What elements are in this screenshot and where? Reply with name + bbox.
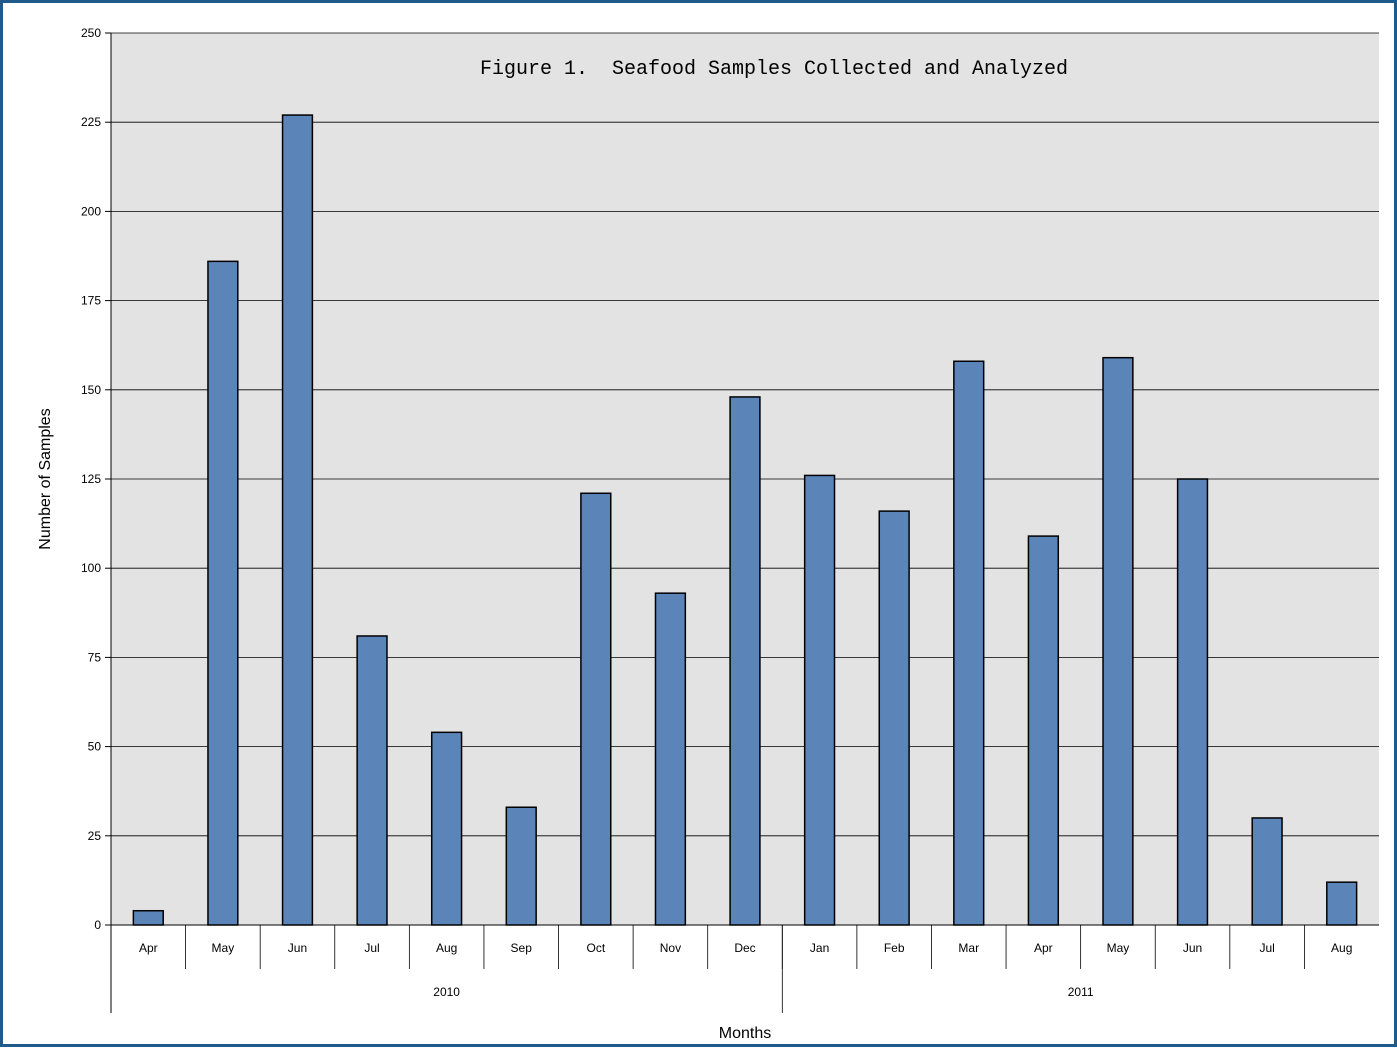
y-tick-label: 225 [81,115,101,129]
bar [357,636,387,925]
y-tick-label: 50 [88,740,102,754]
x-tick-label: Jun [288,941,307,955]
bar [1327,882,1357,925]
bar [283,115,313,925]
x-tick-label: Apr [139,941,158,955]
x-tick-label: Sep [511,941,533,955]
bar [133,911,163,925]
y-tick-label: 200 [81,204,101,218]
bar [730,397,760,925]
bar [1103,358,1133,925]
bar-chart: 0 25 50 75 100 125 150 175 200 225 250 Apr May Jun Jul… [3,3,1397,1050]
y-axis-title: Number of Samples [37,408,54,549]
x-tick-label: May [1107,941,1130,955]
y-tick-label: 0 [94,918,101,932]
x-tick-label: Nov [660,941,681,955]
y-tick-label: 250 [81,26,101,40]
x-tick-label: Jan [810,941,829,955]
y-tick-label: 125 [81,472,101,486]
x-tick-label: Jul [1259,941,1274,955]
bar [432,732,462,925]
x-tick-label: Apr [1034,941,1053,955]
bar [879,511,909,925]
bar [506,807,536,925]
x-tick-label: Feb [884,941,905,955]
x-tick-label: Jul [364,941,379,955]
x-tick-label: May [212,941,235,955]
y-tick-label: 150 [81,383,101,397]
bar [805,475,835,925]
bar [655,593,685,925]
bar [581,493,611,925]
bar [1252,818,1282,925]
chart-title: Figure 1. Seafood Samples Collected and … [480,58,1068,81]
bar [1028,536,1058,925]
bar [1178,479,1208,925]
x-tick-label: Dec [734,941,755,955]
x-tick-label: Aug [1331,941,1352,955]
y-tick-label: 75 [88,650,102,664]
x-group-label: 2010 [433,985,460,999]
y-tick-label: 175 [81,294,101,308]
y-tick-label: 100 [81,561,101,575]
y-tick-label: 25 [88,829,102,843]
x-tick-label: Jun [1183,941,1202,955]
x-tick-label: Oct [586,941,605,955]
x-tick-label: Aug [436,941,457,955]
x-group-label: 2011 [1068,985,1094,999]
bar [208,261,238,925]
x-axis-title: Months [719,1025,771,1042]
bar [954,361,984,925]
x-tick-label: Mar [958,941,979,955]
